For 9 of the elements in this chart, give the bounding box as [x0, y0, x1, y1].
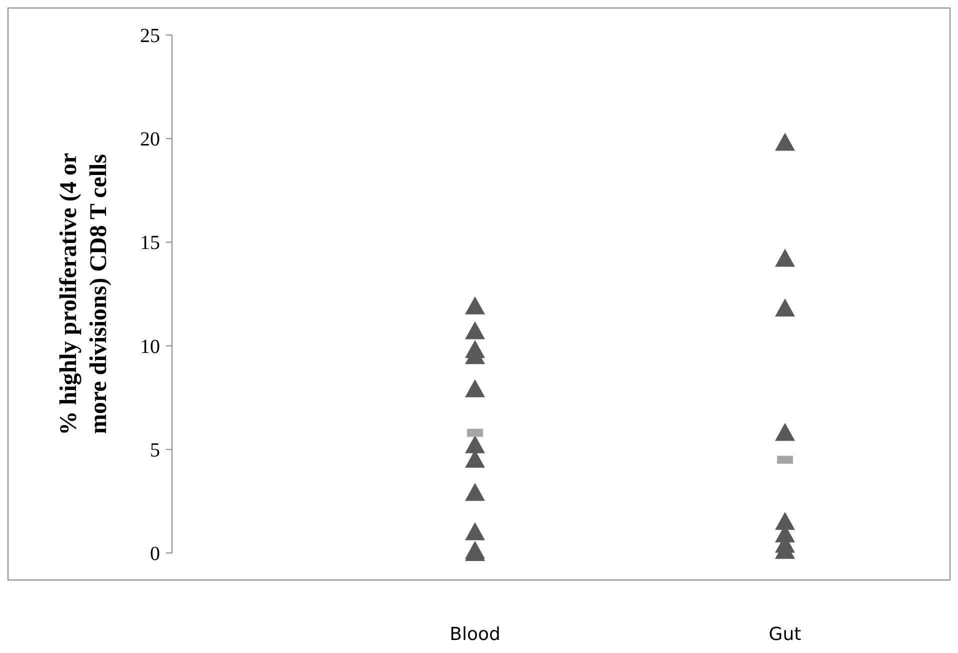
y-tick-label: 20 — [140, 128, 160, 151]
y-tick-label: 5 — [150, 439, 160, 462]
y-tick-label: 15 — [140, 232, 160, 254]
y-tick-label: 0 — [150, 543, 160, 565]
y-tick-label: 10 — [140, 336, 160, 358]
y-axis-title: % highly proliferative (4 or more divisions) CD8 T cells — [56, 152, 112, 436]
y-tick-label: 25 — [140, 25, 160, 47]
x-tick-label: Gut — [768, 624, 802, 645]
x-tick-label: Blood — [450, 624, 500, 645]
